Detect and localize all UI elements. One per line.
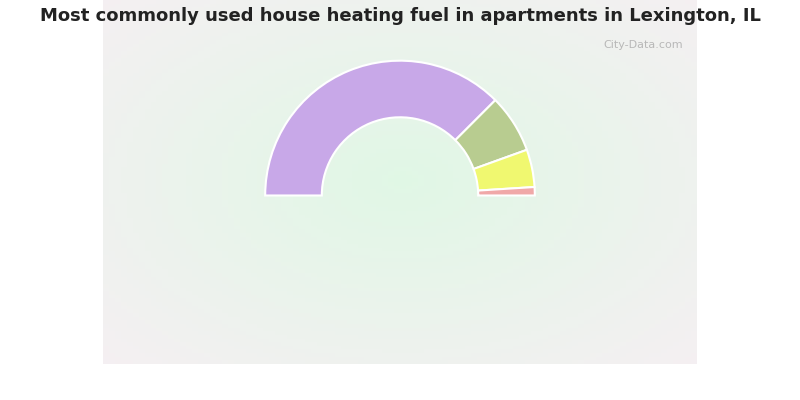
Wedge shape — [455, 100, 527, 169]
Wedge shape — [478, 187, 535, 196]
Text: Most commonly used house heating fuel in apartments in Lexington, IL: Most commonly used house heating fuel in… — [39, 7, 761, 25]
Wedge shape — [265, 61, 495, 196]
Wedge shape — [474, 150, 534, 190]
Text: City-Data.com: City-Data.com — [603, 40, 683, 50]
